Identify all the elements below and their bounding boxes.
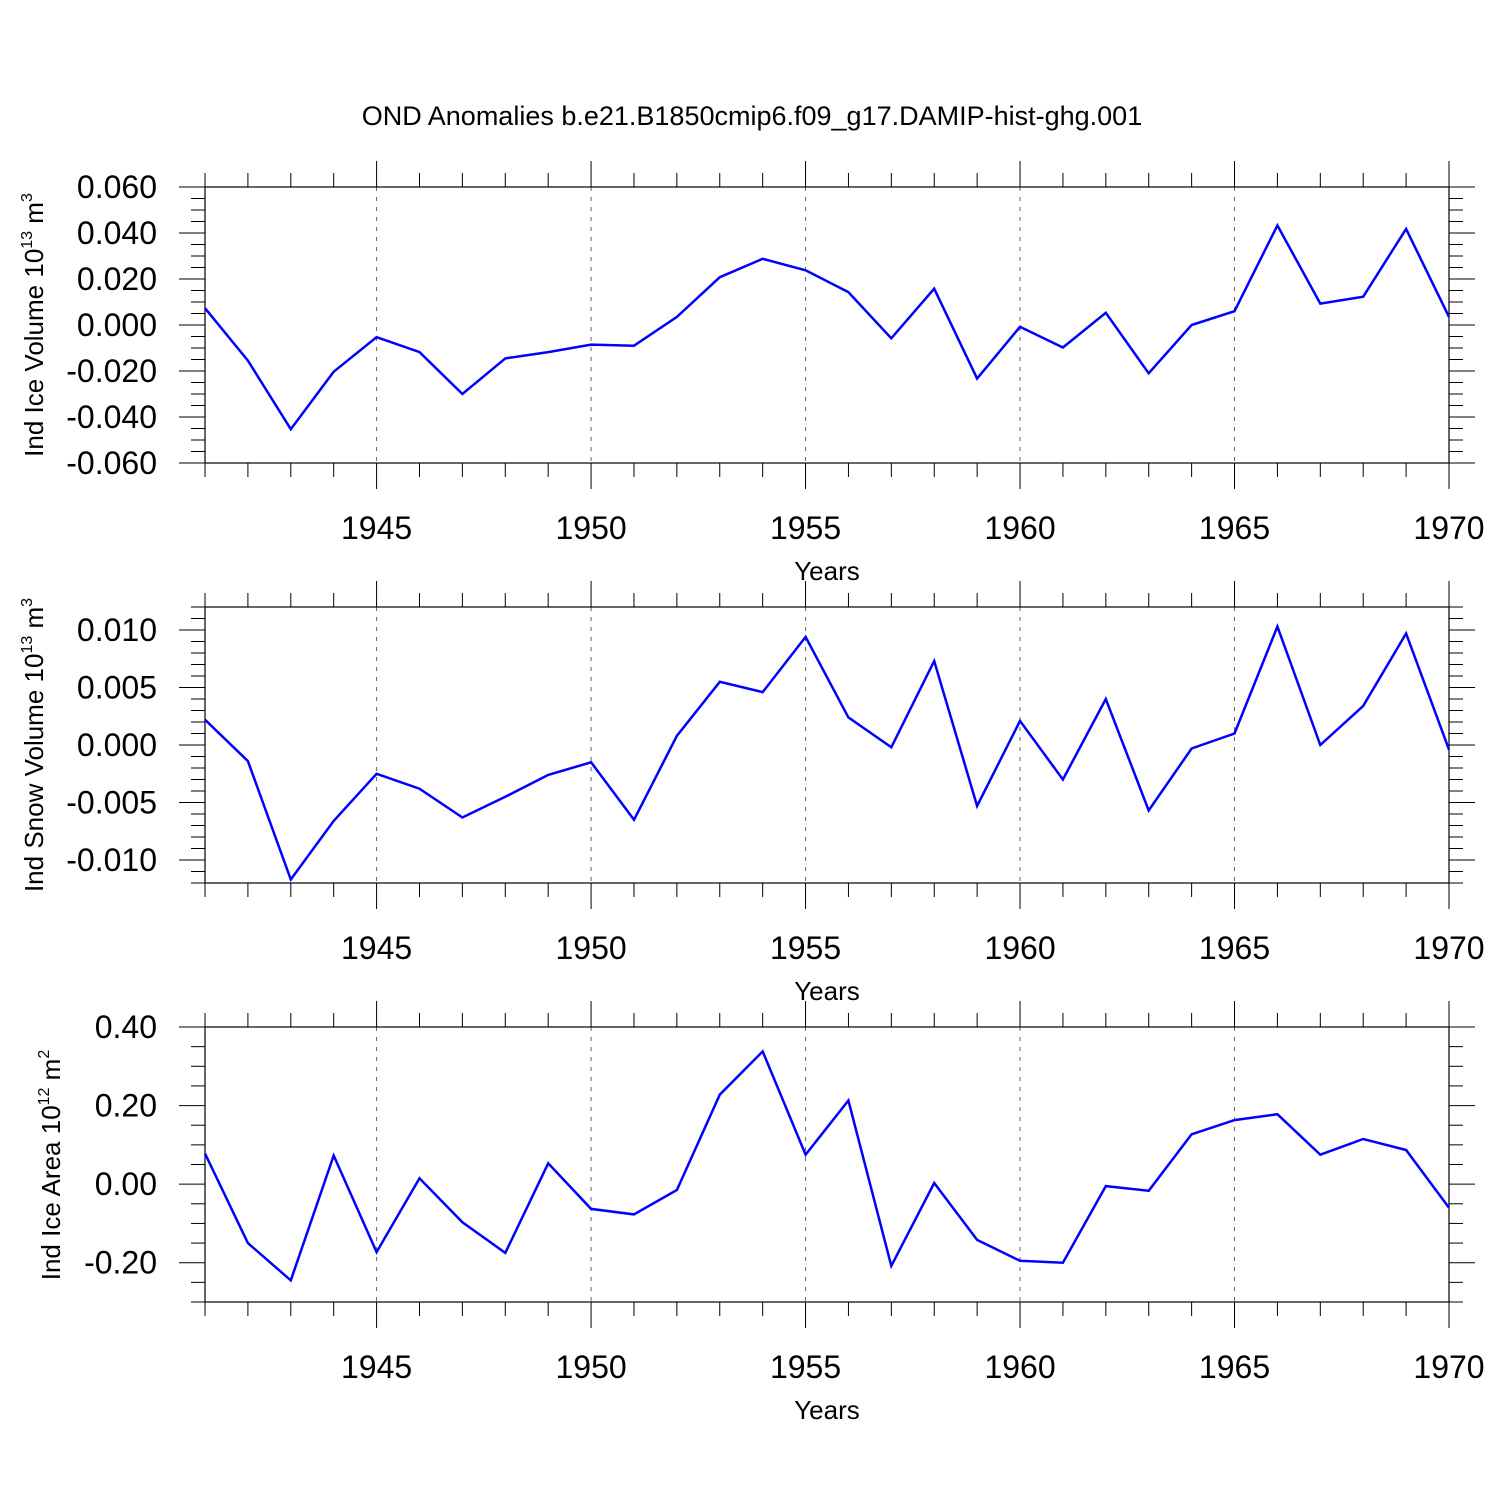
x-tick-label: 1955 [770, 1349, 841, 1385]
y-axis-title: Ind Snow Volume 1013 m3 [19, 598, 49, 892]
y-axis-title: Ind Ice Volume 1013 m3 [19, 193, 49, 457]
panel-2: -0.010 -0.005 0.000 0.005 0.010 1945 1950 1955 1… [19, 581, 1485, 1006]
x-tick-label: 1960 [984, 510, 1055, 546]
y-tick-label: -0.20 [84, 1245, 157, 1281]
x-axis-title: Years [794, 1395, 860, 1425]
y-tick-label: -0.060 [66, 445, 157, 481]
y-tick-label: -0.005 [66, 785, 157, 821]
x-axis-title: Years [794, 976, 860, 1006]
y-tick-label: 0.060 [77, 169, 157, 205]
y-axis-title-part: m [19, 202, 49, 231]
x-tick-label: 1945 [341, 930, 412, 966]
y-axis-title-superscript: 3 [19, 193, 36, 202]
panel-3: -0.20 0.00 0.20 0.40 1945 1950 1955 1960 1965 197… [36, 1001, 1485, 1425]
x-tick-label: 1945 [341, 510, 412, 546]
x-tick-label: 1950 [555, 1349, 626, 1385]
y-axis-title-superscript: 13 [19, 231, 36, 249]
y-tick-label: 0.040 [77, 215, 157, 251]
y-tick-label: 0.000 [77, 307, 157, 343]
x-tick-label: 1965 [1199, 510, 1270, 546]
y-tick-label: 0.020 [77, 261, 157, 297]
y-axis-title-part: Ind Snow Volume 10 [19, 654, 49, 893]
y-tick-label: 0.000 [77, 727, 157, 763]
panel-1: -0.060 -0.040 -0.020 0.000 0.020 0.040 0.060 19… [19, 161, 1485, 586]
x-tick-label: 1965 [1199, 930, 1270, 966]
x-tick-label: 1970 [1413, 930, 1484, 966]
y-axis-title-part: Ind Ice Volume 10 [19, 249, 49, 457]
x-tick-label: 1960 [984, 930, 1055, 966]
x-axis-title: Years [794, 556, 860, 586]
y-axis-title-part: m [19, 607, 49, 636]
x-tick-label: 1955 [770, 510, 841, 546]
x-tick-label: 1970 [1413, 510, 1484, 546]
y-axis-title-superscript: 2 [36, 1050, 53, 1059]
y-tick-label: 0.20 [95, 1088, 157, 1124]
x-tick-label: 1950 [555, 510, 626, 546]
x-tick-label: 1965 [1199, 1349, 1270, 1385]
panels: -0.060 -0.040 -0.020 0.000 0.020 0.040 0.060 19… [19, 161, 1485, 1425]
y-tick-label: 0.40 [95, 1009, 157, 1045]
y-axis-title-superscript: 12 [36, 1087, 53, 1105]
x-tick-label: 1960 [984, 1349, 1055, 1385]
y-axis-title: Ind Ice Area 1012 m2 [36, 1050, 66, 1281]
y-tick-label: -0.020 [66, 353, 157, 389]
y-axis-title-superscript: 3 [19, 598, 36, 607]
x-tick-label: 1945 [341, 1349, 412, 1385]
series-line [204, 222, 1451, 432]
y-axis-title-part: Ind Ice Area 10 [36, 1105, 66, 1280]
x-tick-label: 1955 [770, 930, 841, 966]
y-tick-label: -0.010 [66, 842, 157, 878]
figure-title: OND Anomalies b.e21.B1850cmip6.f09_g17.D… [362, 101, 1142, 131]
series-line [203, 1049, 1451, 1283]
y-axis-title-part: m [36, 1059, 66, 1088]
y-tick-label: 0.010 [77, 612, 157, 648]
y-tick-label: 0.005 [77, 670, 157, 706]
y-tick-label: 0.00 [95, 1166, 157, 1202]
series-line [204, 622, 1451, 883]
y-tick-label: -0.040 [66, 399, 157, 435]
x-tick-label: 1950 [555, 930, 626, 966]
x-tick-label: 1970 [1413, 1349, 1484, 1385]
y-axis-title-superscript: 13 [19, 636, 36, 654]
